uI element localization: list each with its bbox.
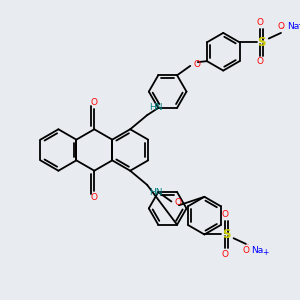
Text: S: S — [257, 36, 266, 49]
Text: HN: HN — [149, 103, 163, 112]
Text: HN: HN — [149, 188, 163, 197]
Text: S: S — [222, 228, 231, 241]
Text: O: O — [174, 198, 181, 207]
Text: O: O — [257, 18, 264, 27]
Text: +: + — [297, 20, 300, 29]
Text: O: O — [222, 250, 229, 259]
Text: Na: Na — [251, 246, 264, 255]
Text: O: O — [193, 60, 200, 69]
Text: O: O — [91, 98, 98, 107]
Text: O: O — [91, 193, 98, 202]
Text: O: O — [222, 210, 229, 219]
Text: O: O — [242, 246, 249, 255]
Text: O: O — [257, 57, 264, 66]
Text: +: + — [262, 248, 268, 257]
Text: O: O — [278, 22, 284, 31]
Text: ⁻: ⁻ — [246, 245, 249, 250]
Text: Na: Na — [286, 22, 299, 31]
Text: ⁻: ⁻ — [281, 27, 284, 32]
